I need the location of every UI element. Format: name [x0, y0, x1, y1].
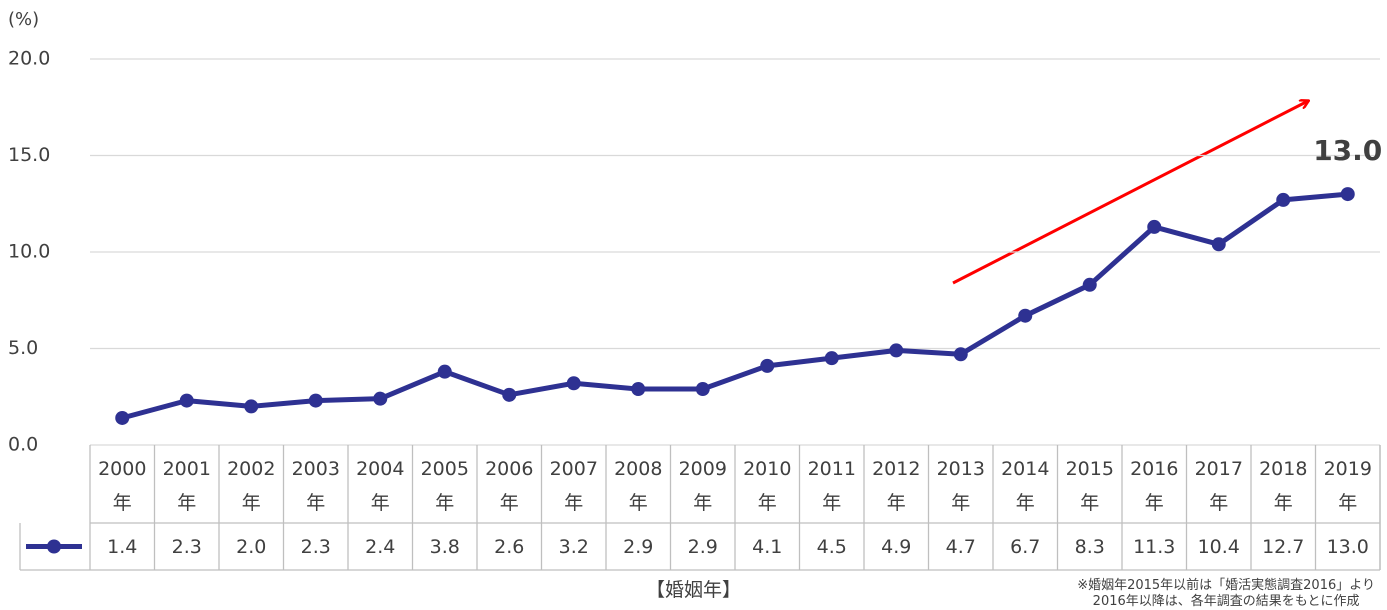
data-point: [953, 347, 968, 362]
category-label: 2011年: [807, 458, 856, 514]
table-value: 8.3: [1074, 535, 1105, 558]
table-value: 4.9: [881, 535, 912, 558]
data-point: [437, 364, 452, 379]
table-value: 1.4: [107, 535, 138, 558]
data-point: [695, 382, 710, 397]
table-value: 11.3: [1133, 535, 1176, 558]
data-point: [566, 376, 581, 391]
trend-arrow: [952, 101, 1308, 285]
category-label: 2007年: [549, 458, 598, 514]
category-label: 2015年: [1065, 458, 1114, 514]
category-label: 2010年: [743, 458, 792, 514]
category-label: 2000年: [98, 458, 147, 514]
data-point: [1147, 219, 1162, 234]
data-point: [502, 387, 517, 402]
table-value: 4.1: [752, 535, 783, 558]
data-point: [373, 391, 388, 406]
category-label: 2004年: [356, 458, 405, 514]
category-label: 2001年: [162, 458, 211, 514]
table-value: 13.0: [1326, 535, 1369, 558]
table-value: 3.2: [558, 535, 589, 558]
table-value: 2.4: [365, 535, 396, 558]
table-value: 12.7: [1262, 535, 1305, 558]
category-label: 2003年: [291, 458, 340, 514]
category-label: 2014年: [1001, 458, 1050, 514]
note: 2016年以降は、各年調査の結果をもとに作成: [1092, 594, 1360, 609]
category-label: 2013年: [936, 458, 985, 514]
table-value: 3.8: [429, 535, 460, 558]
data-point: [115, 410, 130, 425]
notes: ※婚姻年2015年以前は「婚活実態調査2016」より 2016年以降は、各年調査…: [1077, 578, 1375, 610]
data-point: [1211, 237, 1226, 252]
note: ※婚姻年2015年以前は「婚活実態調査2016」より: [1077, 578, 1375, 593]
data-point: [244, 399, 259, 414]
category-label: 2012年: [872, 458, 921, 514]
y-unit-label: (%): [8, 9, 39, 30]
y-tick-label: 15.0: [8, 144, 50, 166]
data-point: [1082, 277, 1097, 292]
table-value: 2.6: [494, 535, 525, 558]
category-label: 2002年: [227, 458, 276, 514]
category-label: 2005年: [420, 458, 469, 514]
category-label: 2008年: [614, 458, 663, 514]
x-axis-label: 【婚姻年】: [645, 579, 741, 601]
category-label: 2017年: [1194, 458, 1243, 514]
table-value: 4.5: [816, 535, 847, 558]
highlight-label: 13.0: [1313, 134, 1382, 167]
data-point: [1340, 187, 1355, 202]
y-tick-label: 20.0: [8, 48, 50, 70]
y-tick-label: 10.0: [8, 241, 50, 263]
data-point: [1018, 308, 1033, 323]
series-line: [121, 191, 1348, 421]
data-point: [308, 393, 323, 408]
data-point: [889, 343, 904, 358]
data-point: [824, 351, 839, 366]
table-value: 2.9: [687, 535, 718, 558]
data-point: [631, 382, 646, 397]
category-label: 2006年: [485, 458, 534, 514]
y-tick-label: 0.0: [8, 434, 38, 456]
table-value: 2.3: [171, 535, 202, 558]
data-point: [179, 393, 194, 408]
table-value: 2.9: [623, 535, 654, 558]
category-label: 2018年: [1259, 458, 1308, 514]
category-label: 2009年: [678, 458, 727, 514]
category-label: 2016年: [1130, 458, 1179, 514]
table-value: 2.0: [236, 535, 267, 558]
category-label: 2019年: [1323, 458, 1372, 514]
table-value: 10.4: [1197, 535, 1240, 558]
table-value: 4.7: [945, 535, 976, 558]
legend-marker: [47, 539, 61, 554]
data-point: [1276, 192, 1291, 207]
table-value: 6.7: [1010, 535, 1041, 558]
data-point: [760, 358, 775, 373]
table-value: 2.3: [300, 535, 331, 558]
y-tick-label: 5.0: [8, 337, 38, 359]
